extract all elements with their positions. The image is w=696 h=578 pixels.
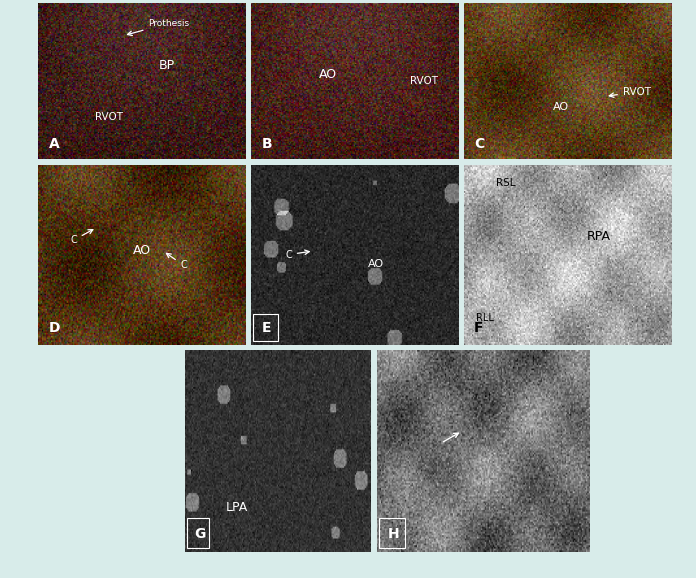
Text: H: H [388, 527, 400, 541]
Text: RPA: RPA [587, 230, 611, 243]
Text: BP: BP [159, 59, 175, 72]
Text: AO: AO [553, 102, 569, 112]
Bar [187, 518, 209, 548]
Text: AO: AO [367, 258, 383, 269]
Bar [379, 518, 404, 548]
Text: RVOT: RVOT [409, 76, 438, 86]
Bar [253, 314, 278, 341]
Text: E: E [262, 321, 271, 335]
Text: C: C [285, 250, 309, 260]
Text: F: F [474, 321, 484, 335]
Text: AO: AO [319, 68, 337, 81]
Text: D: D [49, 321, 60, 335]
Text: RLL: RLL [475, 313, 493, 323]
Text: RSL: RSL [496, 177, 515, 188]
Text: RVOT: RVOT [95, 112, 123, 122]
Text: G: G [194, 527, 205, 541]
Text: C: C [166, 253, 187, 271]
Text: C: C [474, 137, 484, 151]
Text: Prothesis: Prothesis [127, 18, 189, 35]
Text: A: A [49, 137, 59, 151]
Text: LPA: LPA [226, 501, 248, 514]
Text: C: C [70, 229, 93, 245]
Text: B: B [262, 137, 272, 151]
Text: AO: AO [133, 244, 151, 257]
Text: RVOT: RVOT [609, 87, 651, 97]
